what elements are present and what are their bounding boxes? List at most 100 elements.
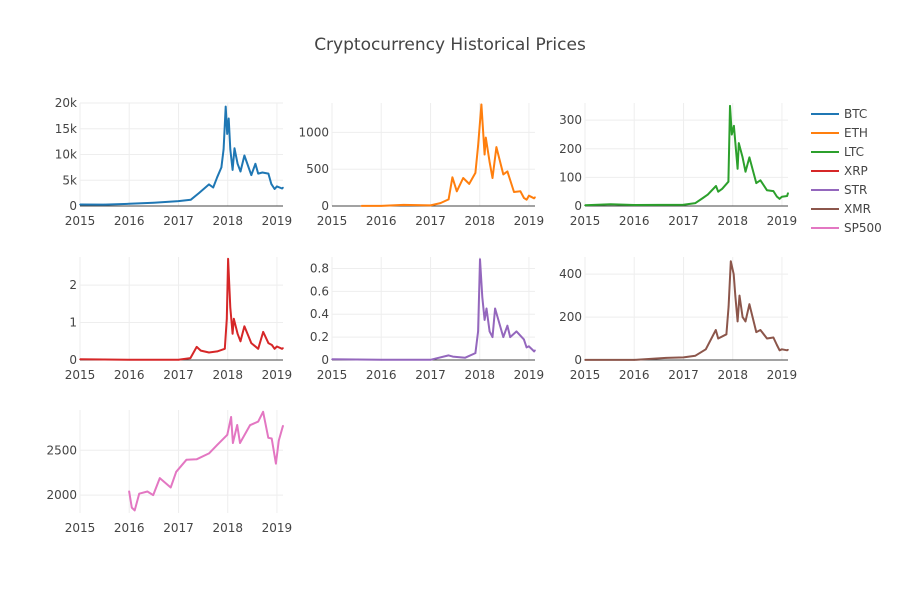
- series-line-str: [331, 258, 536, 361]
- y-tick-label: 20k: [55, 96, 77, 110]
- data-point: [185, 458, 188, 461]
- data-point: [212, 186, 214, 189]
- subplot-xrp: 2015 2016 2017 2018 2019 0 1 2: [65, 257, 292, 382]
- data-point: [462, 177, 465, 179]
- data-point: [169, 486, 172, 489]
- data-point: [717, 337, 719, 340]
- y-tick-label: 0: [321, 353, 329, 367]
- data-point: [380, 359, 383, 361]
- legend-item-btc[interactable]: BTC: [811, 107, 867, 121]
- data-point: [275, 462, 277, 465]
- x-tick-label: 2018: [212, 521, 243, 535]
- data-point: [744, 320, 747, 323]
- x-tick-label: 2015: [570, 214, 601, 228]
- data-point: [257, 420, 260, 423]
- data-point: [786, 195, 788, 197]
- data-point: [229, 148, 232, 151]
- y-tick-label: 0.4: [310, 307, 329, 321]
- data-point: [738, 294, 741, 297]
- data-point: [232, 442, 234, 444]
- data-point: [721, 188, 723, 190]
- data-point: [515, 330, 518, 333]
- data-point: [657, 204, 660, 206]
- x-tick-label: 2015: [65, 368, 96, 382]
- data-point: [271, 344, 273, 346]
- data-point: [772, 336, 775, 339]
- data-point: [733, 125, 735, 127]
- x-tick-label: 2017: [163, 214, 194, 228]
- data-point: [479, 258, 481, 261]
- x-tick-label: 2016: [619, 214, 650, 228]
- subplot-panels: 2015 2016 2017 2018 2019 0 5k 10k 15k 20k 2015 2016…: [46, 96, 797, 535]
- data-point: [523, 338, 525, 341]
- x-tick-label: 2018: [212, 214, 243, 228]
- data-point: [447, 198, 450, 201]
- y-tick-label: 15k: [55, 122, 77, 136]
- x-tick-label: 2019: [262, 214, 293, 228]
- x-tick-label: 2019: [514, 368, 545, 382]
- data-point: [208, 183, 210, 186]
- legend-item-sp500[interactable]: SP500: [811, 221, 882, 235]
- data-point: [633, 359, 635, 361]
- x-tick-label: 2015: [317, 368, 348, 382]
- y-tick-label: 2000: [46, 488, 77, 502]
- data-point: [152, 494, 154, 496]
- legend-item-eth[interactable]: ETH: [811, 126, 868, 140]
- y-tick-label: 0.8: [310, 261, 329, 275]
- x-tick-label: 2016: [114, 368, 145, 382]
- data-point: [146, 490, 149, 493]
- data-point: [759, 329, 762, 331]
- y-tick-label: 0: [574, 199, 582, 213]
- data-point: [523, 197, 525, 199]
- data-point: [727, 305, 730, 308]
- data-point: [270, 183, 273, 185]
- data-point: [717, 190, 719, 193]
- x-tick-label: 2017: [415, 368, 446, 382]
- x-tick-label: 2018: [717, 214, 748, 228]
- data-point: [138, 492, 140, 495]
- data-point: [502, 173, 505, 176]
- data-point: [506, 170, 509, 173]
- chart-title: Cryptocurrency Historical Prices: [314, 35, 586, 55]
- x-tick-label: 2017: [163, 368, 194, 382]
- data-point: [748, 303, 751, 306]
- data-point: [766, 337, 768, 340]
- data-point: [744, 170, 747, 173]
- legend[interactable]: BTC ETH LTC XRP STR XMR SP500: [811, 107, 882, 235]
- data-point: [429, 204, 432, 207]
- data-point: [226, 133, 228, 135]
- data-point: [483, 153, 486, 156]
- legend-label: SP500: [844, 221, 882, 235]
- data-point: [227, 117, 230, 120]
- data-point: [725, 333, 728, 336]
- series-line-xrp: [79, 257, 284, 361]
- legend-item-str[interactable]: STR: [811, 183, 867, 197]
- data-point: [715, 329, 717, 331]
- data-point: [741, 156, 744, 159]
- data-point: [528, 194, 530, 197]
- subplot-str: 2015 2016 2017 2018 2019 0 0.2 0.4 0.6 0.8: [310, 257, 544, 382]
- data-point: [261, 171, 264, 174]
- legend-item-xmr[interactable]: XMR: [811, 202, 871, 216]
- data-point: [236, 424, 238, 426]
- data-point: [233, 147, 236, 150]
- x-tick-label: 2019: [262, 521, 293, 535]
- x-tick-label: 2019: [514, 214, 545, 228]
- data-point: [694, 354, 697, 357]
- data-point: [233, 318, 235, 320]
- data-point: [781, 348, 783, 351]
- legend-item-xrp[interactable]: XRP: [811, 164, 868, 178]
- data-point: [755, 331, 758, 333]
- x-tick-label: 2016: [114, 214, 145, 228]
- data-point: [229, 306, 232, 309]
- data-point: [741, 316, 744, 318]
- data-point: [609, 203, 612, 206]
- legend-label: STR: [844, 183, 867, 197]
- data-point: [776, 344, 778, 346]
- x-tick-label: 2017: [163, 521, 194, 535]
- data-point: [702, 197, 704, 199]
- y-tick-label: 0.6: [310, 284, 329, 298]
- data-point: [278, 439, 280, 442]
- legend-item-ltc[interactable]: LTC: [811, 145, 864, 159]
